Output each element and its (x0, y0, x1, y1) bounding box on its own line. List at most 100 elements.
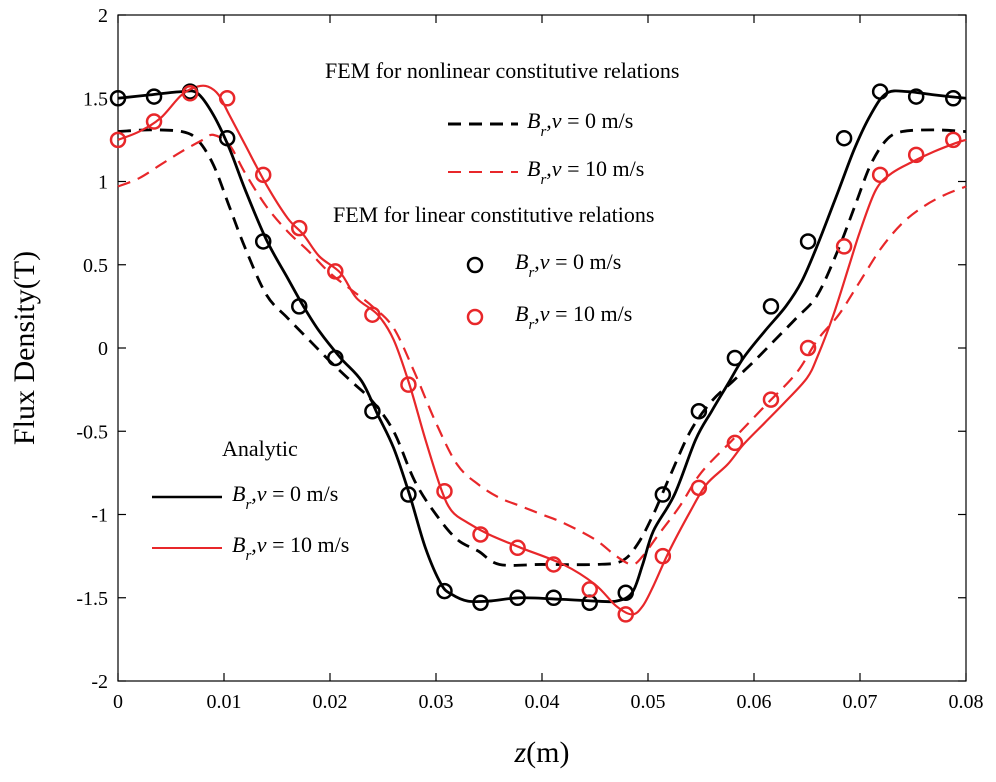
series-fem-linear-v0-marker (145, 88, 163, 105)
plot-frame (117, 14, 967, 682)
y-axis-ticks: 2 1.5 1 0.5 0 -0.5 -1 -1.5 -2 (76, 5, 966, 693)
x-tick-label: 0.08 (949, 691, 984, 713)
legend-title-fem-linear: FEM for linear constitutive relations (333, 202, 654, 227)
legend-v: v (552, 108, 562, 133)
series-fem-linear-v10-marker (617, 606, 634, 623)
series-fem-linear-v10-marker (690, 479, 708, 497)
legend-sub: r (528, 317, 534, 333)
series-fem-linear-v0-marker (762, 298, 780, 315)
legend-var: B (527, 156, 540, 181)
legend-sub: r (245, 497, 251, 513)
y-tick-label: -2 (91, 671, 108, 693)
series-fem-linear-v10-marker (945, 131, 962, 149)
legend-v: v (540, 301, 550, 326)
legend-var: B (515, 301, 528, 326)
series-fem-linear-v0-marker (871, 83, 889, 100)
y-tick-label: 1.5 (83, 88, 108, 110)
series-fem-linear-v10-marker (218, 90, 236, 107)
legend-var: B (515, 249, 528, 274)
series-fem-linear-v10-marker (400, 376, 417, 393)
legend-v: v (540, 249, 550, 274)
legend-v: v (257, 481, 267, 506)
series-fem-linear-v0-marker (218, 129, 236, 147)
legend-var: B (232, 481, 245, 506)
legend-tail: = 0 m/s (550, 249, 622, 274)
series-fem-linear-v0-marker (945, 90, 962, 107)
y-tick-label: -1.5 (76, 588, 108, 610)
legend-tail: = 0 m/s (562, 108, 634, 133)
legend-tail: = 0 m/s (267, 481, 339, 506)
y-tick-label: 2 (98, 5, 108, 27)
x-tick-label: 0.03 (419, 691, 454, 713)
legend-title-analytic: Analytic (222, 436, 298, 461)
series-fem-linear-v10-marker (654, 547, 672, 565)
x-tick-label: 0.07 (843, 691, 878, 713)
x-tick-label: 0.06 (737, 691, 772, 713)
x-axis-ticks: 0 0.01 0.02 0.03 0.04 0.05 0.06 0.07 0.08 (113, 15, 984, 713)
series-fem-linear-v10-marker (436, 482, 453, 500)
legend-var: B (232, 532, 245, 557)
y-tick-label: -0.5 (76, 421, 108, 443)
x-axis-label-unit: (m) (526, 736, 569, 769)
series-analytic-v0-line (117, 89, 967, 604)
series-fem-linear-v10-marker (472, 526, 489, 543)
series-fem-linear-v0-marker (581, 594, 598, 611)
series-fem-linear-v0-marker (799, 233, 817, 250)
legend-v: v (257, 532, 267, 557)
series-layer (109, 83, 967, 623)
legend-comma: , (534, 249, 540, 274)
series-fem-linear-v0-marker (617, 584, 634, 602)
series-fem-linear-v10-marker (181, 85, 199, 102)
legend-sub: r (540, 172, 546, 188)
x-tick-label: 0 (113, 691, 123, 713)
legend-fem-nonlinear: FEM for nonlinear constitutive relations… (325, 58, 679, 188)
series-fem-linear-v0-marker (726, 349, 744, 367)
series-fem-linear-v10-marker (545, 556, 562, 573)
legend-label-analytic-v10: Br,v = 10 m/s (232, 532, 349, 564)
legend-tail: = 10 m/s (267, 532, 350, 557)
legend-label-fem-linear-v10: Br,v = 10 m/s (515, 301, 632, 333)
x-tick-label: 0.05 (631, 691, 666, 713)
series-fem-linear-v0-marker (436, 582, 453, 600)
legend-comma: , (546, 108, 552, 133)
legend-comma: , (546, 156, 552, 181)
series-fem-linear-v0-marker (400, 486, 417, 503)
legend-marker-fem-linear-v10 (466, 308, 484, 326)
legend-tail: = 10 m/s (550, 301, 633, 326)
y-tick-label: 0 (98, 338, 108, 360)
series-fem-linear-v0-marker (109, 90, 127, 107)
series-fem-nonlinear-v10-line (117, 133, 967, 566)
series-fem-linear-v0-marker (545, 589, 562, 606)
legend-marker-fem-linear-v0 (466, 256, 484, 274)
series-fem-linear-v0-marker (907, 88, 925, 105)
legend-sub: r (540, 124, 546, 140)
y-tick-label: 0.5 (83, 255, 108, 277)
x-axis-label: z(m) (513, 736, 569, 769)
series-fem-linear-v10-marker (835, 238, 853, 255)
series-fem-linear-v0-marker (690, 403, 708, 420)
series-fem-linear-v0-marker (654, 486, 672, 503)
series-fem-linear-v0-marker (835, 129, 853, 147)
y-tick-label: 1 (98, 172, 108, 194)
series-fem-linear-v10-marker (799, 339, 817, 357)
series-fem-linear-v10-marker (254, 166, 272, 184)
series-fem-linear-v10-marker (145, 113, 163, 130)
x-tick-label: 0.04 (525, 691, 560, 713)
legend-comma: , (251, 481, 257, 506)
series-fem-linear-v0-marker (327, 349, 344, 367)
series-fem-linear-v0-marker (509, 589, 526, 606)
x-tick-label: 0.01 (207, 691, 242, 713)
series-fem-linear-v10-marker (364, 306, 381, 323)
legend-analytic: Analytic Br,v = 0 m/s Br,v = 10 m/s (152, 436, 349, 564)
series-fem-linear-v10-marker (109, 131, 127, 149)
series-fem-linear-v10-marker (581, 581, 598, 598)
series-fem-linear-v10-marker (871, 166, 889, 184)
series-fem-linear-v0-marker (291, 298, 308, 315)
series-fem-linear-v10-marker (327, 263, 344, 280)
series-fem-nonlinear-v0-line (117, 128, 967, 567)
y-axis-label: Flux Density(T) (8, 251, 41, 445)
legend-title-fem-nonlinear: FEM for nonlinear constitutive relations (325, 58, 679, 83)
series-analytic-v10-line (117, 84, 967, 616)
legend-comma: , (534, 301, 540, 326)
